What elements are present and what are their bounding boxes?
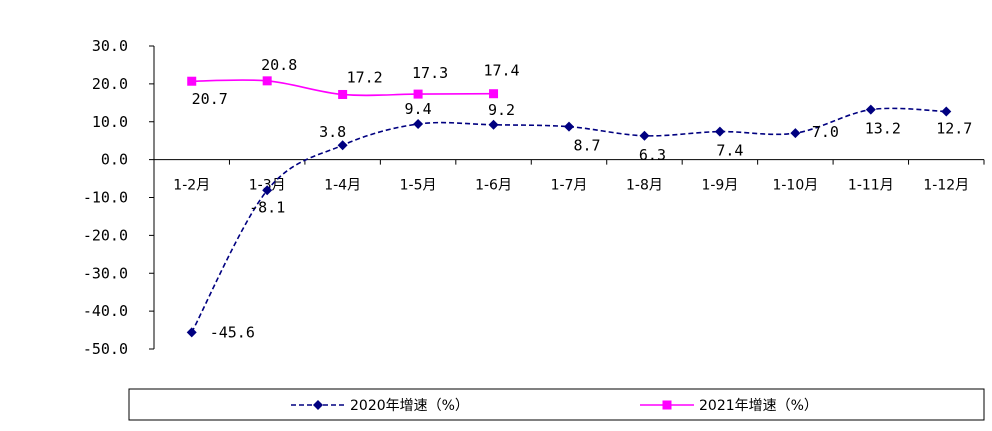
data-point-marker bbox=[639, 130, 650, 141]
data-point-marker bbox=[338, 89, 348, 99]
data-label: 9.4 bbox=[405, 100, 432, 118]
legend-box bbox=[128, 388, 985, 421]
series-layer bbox=[186, 76, 952, 338]
data-point-marker bbox=[262, 185, 273, 196]
data-label: 7.4 bbox=[716, 142, 743, 160]
legend-label: 2020年增速（%） bbox=[350, 398, 469, 414]
x-category-label: 1-4月 bbox=[324, 178, 361, 194]
data-label: 13.2 bbox=[865, 120, 901, 138]
x-category-label: 1-6月 bbox=[475, 178, 512, 194]
data-point-marker bbox=[187, 76, 197, 86]
data-point-marker bbox=[564, 121, 574, 132]
data-point-marker bbox=[865, 104, 876, 115]
data-label: 7.0 bbox=[812, 123, 839, 141]
data-label: 17.2 bbox=[347, 68, 383, 86]
x-category-label: 1-12月 bbox=[923, 178, 969, 194]
y-tick-label: 0.0 bbox=[101, 151, 128, 169]
data-point-marker bbox=[488, 119, 499, 130]
x-axis-categories: 1-2月1-3月1-4月1-5月1-6月1-7月1-8月1-9月1-10月1-1… bbox=[173, 178, 969, 194]
legend-item-2: 2021年增速（%） bbox=[640, 398, 818, 414]
data-point-marker bbox=[337, 140, 348, 151]
legend-item-1: 2020年增速（%） bbox=[291, 398, 469, 414]
data-label: 20.8 bbox=[261, 56, 297, 74]
x-category-label: 1-5月 bbox=[400, 178, 437, 194]
data-point-marker bbox=[413, 89, 423, 99]
y-tick-label: -50.0 bbox=[83, 340, 128, 358]
data-label: 17.3 bbox=[412, 64, 448, 82]
data-label: -45.6 bbox=[210, 323, 255, 341]
legend-swatch-marker bbox=[662, 400, 672, 410]
series-2 bbox=[187, 76, 499, 99]
x-category-label: 1-9月 bbox=[701, 178, 738, 194]
data-point-marker bbox=[714, 126, 725, 137]
data-point-marker bbox=[489, 89, 499, 99]
x-category-label: 1-11月 bbox=[848, 178, 894, 194]
data-label: 12.7 bbox=[936, 120, 972, 138]
data-label: 8.7 bbox=[573, 137, 600, 155]
y-axis-ticks: 30.0 20.0 10.0 0.0 -10.0 -20.0 -30.0 -40.0 -50.0 bbox=[83, 37, 154, 358]
x-category-label: 1-2月 bbox=[173, 178, 210, 194]
data-label: -8.1 bbox=[249, 198, 285, 216]
data-labels: -45.6 -8.1 3.8 9.4 9.2 8.7 6.3 7.4 7.0 13.2 12.7 20… bbox=[192, 56, 973, 341]
y-tick-label: 20.0 bbox=[92, 75, 128, 93]
data-point-marker bbox=[941, 106, 952, 117]
series-1 bbox=[186, 104, 952, 338]
data-label: 20.7 bbox=[192, 90, 228, 108]
x-category-label: 1-8月 bbox=[626, 178, 663, 194]
y-tick-label: -20.0 bbox=[83, 226, 128, 244]
data-point-marker bbox=[262, 76, 272, 86]
y-tick-label: -40.0 bbox=[83, 302, 128, 320]
y-tick-label: 30.0 bbox=[92, 37, 128, 55]
data-label: 17.4 bbox=[483, 62, 519, 80]
data-point-marker bbox=[413, 119, 424, 130]
y-tick-label: 10.0 bbox=[92, 113, 128, 131]
legend-swatch-marker bbox=[313, 400, 323, 410]
legend-label: 2021年增速（%） bbox=[699, 398, 818, 414]
data-label: 6.3 bbox=[639, 146, 666, 164]
y-tick-label: -30.0 bbox=[83, 264, 128, 282]
data-label: 9.2 bbox=[488, 101, 515, 119]
series-line bbox=[191, 107, 947, 333]
data-point-marker bbox=[790, 128, 801, 139]
x-category-label: 1-7月 bbox=[551, 178, 588, 194]
y-tick-label: -10.0 bbox=[83, 189, 128, 207]
legend: 2020年增速（%） 2021年增速（%） bbox=[128, 388, 985, 421]
data-label: 3.8 bbox=[319, 123, 346, 141]
data-point-marker bbox=[186, 327, 197, 338]
x-category-label: 1-10月 bbox=[772, 178, 818, 194]
